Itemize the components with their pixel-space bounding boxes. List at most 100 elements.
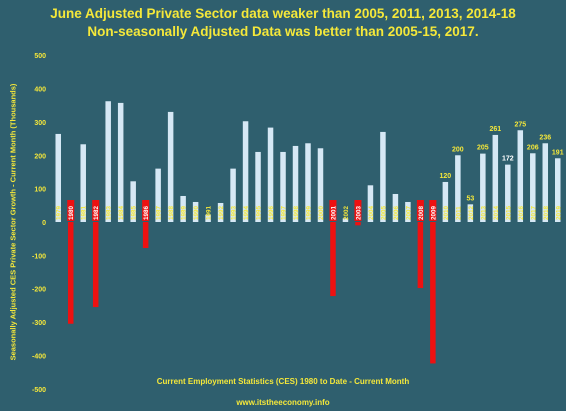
- bar-1992: [217, 202, 224, 222]
- bar-2002: [342, 218, 349, 222]
- category-label-1985: 1985: [131, 205, 138, 220]
- bar-1979: [55, 133, 61, 222]
- category-highlight-1980: [67, 200, 75, 221]
- category-label-2007: 2007: [405, 205, 412, 220]
- bar-2010: [442, 181, 449, 222]
- bar-1990: [192, 201, 199, 222]
- bar-1998: [292, 145, 299, 222]
- category-label-1999: 1999: [306, 205, 313, 220]
- category-label-2017: 2017: [530, 205, 537, 220]
- bar-1983: [105, 101, 111, 222]
- category-label-2013: 2013: [480, 205, 487, 220]
- bar-2016: [517, 130, 524, 222]
- bar-2007: [405, 201, 411, 222]
- bar-1994: [242, 121, 249, 222]
- bar-1981: [80, 144, 86, 222]
- category-label-2016: 2016: [518, 205, 525, 220]
- y-tick-label: -200: [32, 287, 46, 294]
- category-label-1996: 1996: [268, 205, 275, 220]
- bar-2003: [355, 222, 361, 226]
- bar-1982: [92, 222, 99, 308]
- chart-title-line-1: June Adjusted Private Sector data weaker…: [50, 6, 516, 21]
- bar-2015: [505, 164, 511, 222]
- y-axis-label: Seasonally Adjusted CES Private Sector G…: [8, 83, 18, 361]
- x-axis-label: Current Employment Statistics (CES) 1980…: [156, 377, 410, 386]
- bar-2005: [380, 131, 386, 222]
- category-label-1991: 1991: [206, 205, 213, 220]
- bar-1995: [255, 151, 261, 222]
- category-highlight-2008: [416, 200, 424, 221]
- bar-2008: [417, 222, 424, 289]
- bar-2012: [467, 204, 474, 222]
- bar-2018: [542, 143, 549, 222]
- category-label-2008: 2008: [418, 205, 425, 220]
- category-label-2004: 2004: [368, 205, 375, 220]
- data-label-2013: 205: [477, 145, 489, 152]
- category-label-1981: 1981: [81, 205, 88, 220]
- category-label-1983: 1983: [106, 205, 113, 220]
- data-label-2018: 236: [539, 134, 551, 141]
- data-label-2017: 206: [527, 144, 539, 151]
- y-tick-label: -300: [32, 320, 46, 327]
- bar-1996: [267, 127, 274, 222]
- y-tick-label: -500: [32, 387, 46, 394]
- category-label-2010: 2010: [443, 205, 450, 220]
- category-label-2005: 2005: [380, 205, 387, 220]
- category-label-1994: 1994: [243, 205, 250, 220]
- category-label-2000: 2000: [318, 205, 325, 220]
- bar-2004: [367, 185, 374, 222]
- bar-2013: [480, 153, 486, 222]
- y-tick-label: -100: [32, 253, 46, 260]
- data-label-2015: 172: [502, 156, 514, 163]
- bar-1984: [117, 102, 124, 222]
- chart-title-line-2: Non-seasonally Adjusted Data was better …: [87, 24, 479, 39]
- category-label-1988: 1988: [168, 205, 175, 220]
- category-label-1989: 1989: [181, 205, 188, 220]
- bar-1987: [155, 168, 161, 222]
- category-label-1997: 1997: [281, 205, 288, 220]
- data-label-2019: 191: [552, 149, 564, 156]
- bar-2006: [392, 193, 399, 222]
- bar-1985: [130, 181, 136, 222]
- footer-url: www.itstheeconomy.info: [236, 398, 330, 407]
- bar-2000: [317, 148, 324, 222]
- category-label-2002: 2002: [343, 205, 350, 220]
- y-tick-label: 500: [34, 53, 46, 60]
- y-tick-label: 200: [34, 153, 46, 160]
- category-label-2015: 2015: [505, 205, 512, 220]
- category-label-1992: 1992: [218, 205, 225, 220]
- category-label-1990: 1990: [193, 205, 200, 220]
- bar-2001: [330, 222, 336, 297]
- y-tick-label: 100: [34, 187, 46, 194]
- category-highlight-2003: [354, 200, 362, 221]
- category-label-1979: 1979: [56, 205, 63, 220]
- data-label-2014: 261: [489, 126, 501, 133]
- category-label-2014: 2014: [493, 205, 500, 220]
- data-label-2012: 53: [466, 195, 474, 202]
- category-label-1984: 1984: [118, 205, 125, 220]
- category-label-1993: 1993: [231, 205, 238, 220]
- bar-1980: [67, 222, 74, 324]
- bar-2011: [455, 155, 461, 222]
- category-label-2011: 2011: [455, 206, 462, 220]
- bar-1997: [280, 151, 286, 222]
- y-tick-label: 0: [42, 220, 46, 227]
- bar-1986: [142, 222, 149, 249]
- category-label-2012: 2012: [468, 205, 475, 220]
- category-label-1998: 1998: [293, 205, 300, 220]
- category-label-1980: 1980: [68, 205, 75, 220]
- category-highlight-1982: [92, 200, 100, 221]
- bar-2017: [530, 153, 536, 222]
- y-tick-label: -400: [32, 353, 46, 360]
- category-label-2001: 2001: [330, 205, 337, 220]
- y-tick-label: 400: [34, 87, 46, 94]
- bar-1989: [180, 195, 186, 222]
- data-label-2016: 275: [514, 121, 526, 128]
- category-label-2009: 2009: [430, 205, 437, 220]
- category-label-2003: 2003: [355, 205, 362, 220]
- bar-1999: [305, 143, 311, 222]
- category-label-1986: 1986: [143, 205, 150, 220]
- bar-1991: [205, 214, 211, 222]
- bar-2019: [555, 158, 561, 222]
- category-label-1987: 1987: [156, 205, 163, 220]
